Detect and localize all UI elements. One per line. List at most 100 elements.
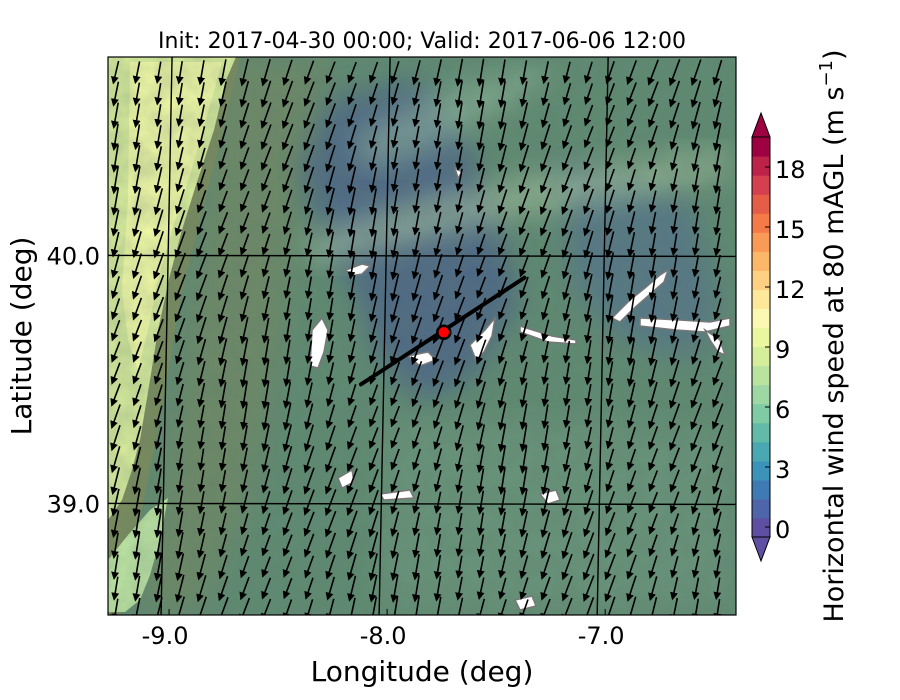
wind-arrow-722	[670, 577, 679, 601]
wind-arrow-619	[324, 510, 337, 538]
wind-arrow-105	[497, 123, 507, 152]
wind-arrow-475	[347, 405, 357, 429]
wind-arrow-715	[519, 577, 529, 601]
wind-arrow-606	[669, 491, 680, 514]
wind-arrow-291	[131, 275, 143, 300]
y-tick-label-1: 39.0	[47, 490, 100, 518]
wind-arrow-670	[175, 553, 185, 582]
wind-arrow-280	[519, 254, 530, 278]
wind-arrow-94	[260, 124, 272, 151]
wind-arrow-87	[110, 123, 119, 151]
wind-arrow-182	[282, 189, 293, 214]
wind-arrow-39	[325, 82, 336, 106]
wind-arrow-718	[582, 575, 595, 602]
wind-arrow-507	[411, 427, 422, 450]
wind-arrow-639	[132, 531, 141, 560]
wind-arrow-476	[368, 405, 379, 428]
wind-arrow-228	[648, 211, 657, 235]
wind-arrow-210	[261, 212, 271, 235]
wind-arrow-453	[497, 381, 507, 409]
wind-arrow-673	[239, 555, 250, 579]
wind-arrow-498	[218, 426, 227, 451]
colorbar-segment-18	[752, 175, 770, 195]
wind-arrow-704	[282, 577, 293, 600]
wind-arrow-662	[626, 533, 637, 558]
wind-arrow-349	[132, 319, 143, 342]
wind-arrow-589	[303, 489, 315, 516]
wind-arrow-6	[239, 58, 249, 87]
wind-arrow-694	[691, 556, 700, 579]
wind-arrow-510	[476, 424, 486, 452]
wind-arrow-578	[690, 468, 702, 494]
wind-arrow-395	[497, 340, 508, 365]
meridian-2	[596, 57, 609, 615]
wind-arrow-133	[476, 145, 485, 172]
wind-arrow-708	[368, 574, 378, 603]
wind-arrow-549	[690, 446, 702, 473]
wind-arrow-19	[519, 60, 528, 86]
wind-arrow-491	[690, 403, 703, 431]
wind-arrow-655	[476, 534, 485, 558]
wind-arrow-32	[175, 82, 184, 106]
wind-arrow-36	[260, 80, 272, 108]
wind-arrow-470	[240, 403, 248, 431]
wind-arrow-609	[110, 510, 120, 538]
wind-arrow-204	[131, 209, 142, 238]
wind-arrow-638	[111, 532, 119, 559]
wind-arrow-124	[281, 145, 294, 172]
wind-arrow-486	[584, 405, 593, 428]
wind-arrow-563	[368, 469, 379, 494]
wind-arrow-650	[368, 531, 379, 560]
wind-arrow-653	[433, 533, 442, 558]
wind-arrow-635	[669, 513, 680, 536]
wind-arrow-691	[626, 554, 637, 580]
meridian-1	[378, 57, 391, 615]
wind-arrow-47	[497, 80, 506, 109]
wind-arrow-438	[175, 383, 184, 407]
colorbar-segment-15	[752, 232, 770, 252]
wind-arrow-132	[455, 146, 464, 171]
wind-arrow-481	[475, 402, 486, 431]
wind-arrow-48	[519, 81, 528, 108]
wind-arrow-315	[648, 274, 657, 301]
wind-arrow-365	[475, 318, 487, 343]
wind-arrow-188	[412, 189, 421, 214]
wind-arrow-96	[303, 123, 315, 151]
wind-arrow-637	[712, 511, 722, 537]
wind-arrow-518	[647, 426, 659, 451]
plot-frame	[107, 56, 737, 616]
wind-arrow-478	[411, 405, 422, 428]
wind-arrow-466	[154, 405, 163, 428]
wind-arrow-178	[196, 190, 207, 214]
wind-arrow-526	[197, 448, 206, 471]
wind-arrow-102	[433, 125, 442, 150]
wind-arrow-568	[476, 468, 485, 495]
wind-arrow-199	[648, 190, 657, 213]
wind-arrow-127	[347, 145, 357, 172]
wind-arrow-216	[390, 209, 399, 237]
wind-arrow-689	[582, 553, 595, 581]
colorbar-ticks: 0 3 6 9 12 15 18	[765, 156, 806, 544]
wind-arrow-221	[497, 211, 508, 235]
wind-arrow-380	[174, 339, 185, 365]
wind-arrow-174	[110, 187, 120, 216]
wind-arrow-355	[261, 317, 270, 344]
wind-arrow-373	[648, 316, 657, 345]
wind-arrow-28	[712, 59, 723, 86]
wind-arrow-170	[648, 169, 657, 192]
wind-arrow-625	[455, 512, 464, 536]
wind-arrow-553	[154, 468, 162, 495]
wind-arrow-626	[476, 512, 485, 536]
wind-arrow-640	[153, 531, 162, 560]
wind-arrow-461	[668, 381, 680, 409]
wind-arrow-356	[283, 318, 292, 343]
wind-arrow-725	[111, 598, 120, 615]
wind-arrow-530	[282, 445, 293, 474]
wind-arrow-128	[368, 146, 378, 171]
wind-arrow-230	[691, 211, 700, 235]
wind-arrow-206	[174, 210, 186, 237]
wind-arrow-302	[368, 274, 378, 302]
wind-arrow-180	[239, 190, 250, 213]
wind-arrow-139	[605, 147, 615, 170]
wind-arrow-326	[261, 296, 270, 322]
